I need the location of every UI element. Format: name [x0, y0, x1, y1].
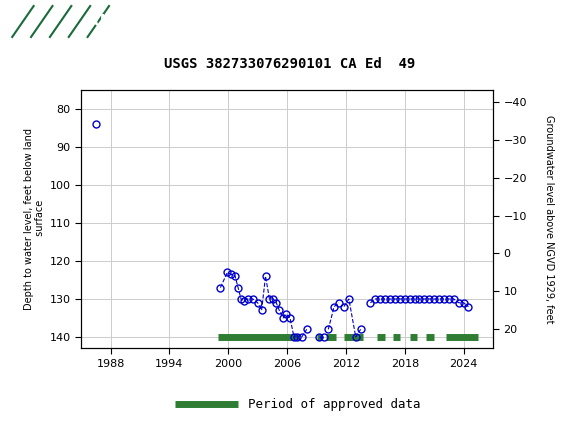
Y-axis label: Groundwater level above NGVD 1929, feet: Groundwater level above NGVD 1929, feet: [543, 115, 553, 323]
Text: USGS: USGS: [93, 14, 140, 29]
Text: Period of approved data: Period of approved data: [248, 398, 420, 411]
Y-axis label: Depth to water level, feet below land
 surface: Depth to water level, feet below land su…: [24, 128, 45, 310]
Bar: [12, 5, 87, 38]
Text: USGS 382733076290101 CA Ed  49: USGS 382733076290101 CA Ed 49: [164, 58, 416, 71]
